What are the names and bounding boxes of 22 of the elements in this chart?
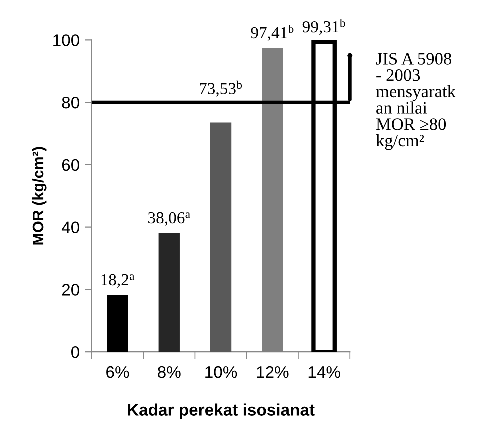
x-tick-label: 12% <box>257 366 289 378</box>
x-tick-label: 6% <box>106 366 130 378</box>
data-label: 99,31$^{b}$ <box>302 19 346 36</box>
bar <box>158 233 180 352</box>
data-label: 97,41$^{b}$ <box>251 24 294 41</box>
ref-line-label: JIS A 5908 - 2003 mensyaratk an nilai MOR ≥80 kg/cm² <box>376 53 456 150</box>
x-axis-title: Kadar perekat isosianat <box>128 404 315 420</box>
x-tick-label: 10% <box>206 366 238 378</box>
data-label: 38,06$^{a}$ <box>148 212 190 226</box>
y-tick-label: 100 <box>54 34 80 46</box>
bar <box>210 122 232 352</box>
data-label: 73,53$^{b}$ <box>200 80 242 97</box>
y-tick-label: 20 <box>62 284 80 296</box>
y-tick-label: 40 <box>62 222 80 234</box>
y-tick-label: 0 <box>72 346 80 358</box>
x-tick-label: 8% <box>158 366 181 378</box>
data-label: 18,2$^{a}$ <box>102 274 135 288</box>
bar <box>107 295 128 352</box>
y-tick-label: 80 <box>62 96 80 109</box>
y-tick-label: 60 <box>62 159 80 172</box>
x-tick-label: 14% <box>308 366 340 378</box>
y-axis-title: MOR (kg/cm²) <box>32 147 47 245</box>
